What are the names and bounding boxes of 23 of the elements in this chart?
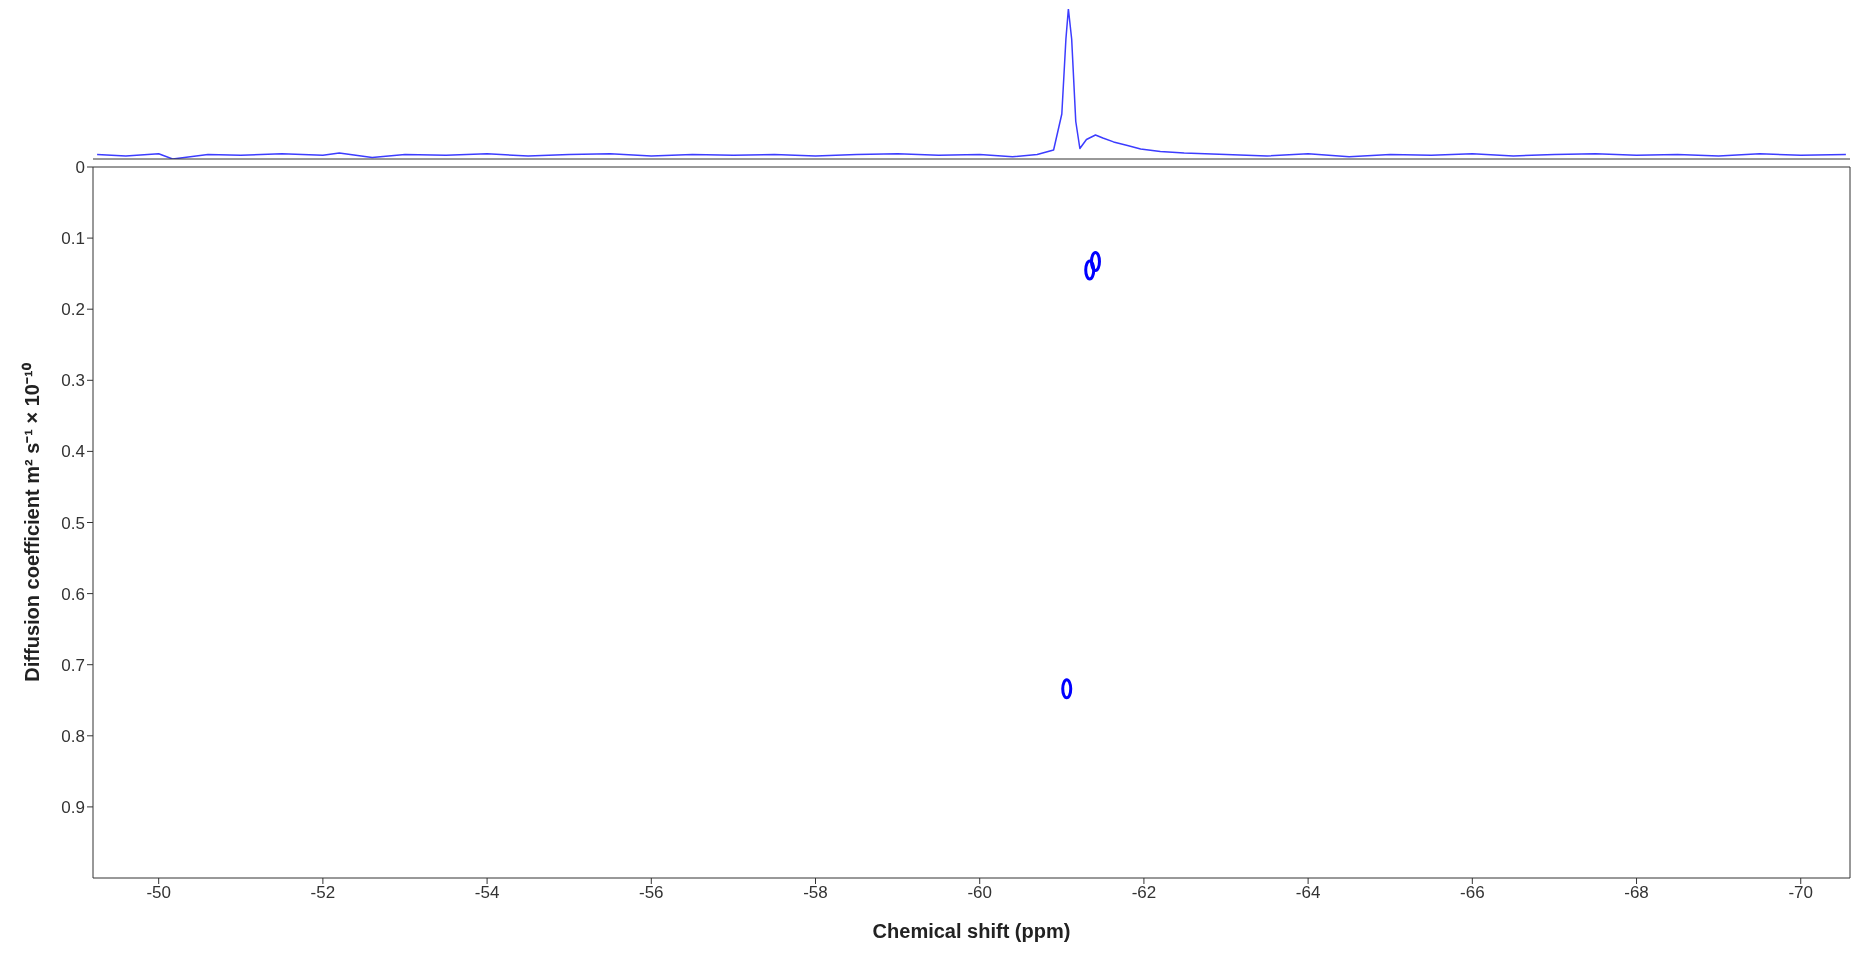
x-tick-label: -62 [1131,883,1157,903]
y-tick-label: 0.9 [61,797,85,817]
x-tick-label: -50 [146,883,171,903]
x-tick-label: -68 [1624,883,1649,903]
x-axis-title: Chemical shift (ppm) [872,920,1071,942]
x-tick-label: -60 [967,883,992,903]
y-tick-label: 0.1 [61,229,85,249]
x-tick-label: -64 [1295,883,1321,903]
y-tick-label: 0.3 [61,371,85,391]
x-tick-label: -66 [1460,883,1485,903]
y-axis-title: Diffusion coefficient m² s⁻¹ × 10⁻¹⁰ [21,363,44,682]
y-tick-label: 0.6 [61,584,85,604]
y-tick-label: 0.5 [61,513,85,533]
y-tick-label: 0.8 [61,726,85,746]
y-tick-label: 0.2 [61,300,85,320]
x-tick-label: -52 [310,883,336,903]
x-tick-label: -70 [1788,883,1814,903]
x-tick-label: -56 [639,883,664,903]
y-tick-label: 0 [75,158,85,178]
x-tick-label: -54 [474,883,500,903]
y-tick-label: 0.7 [61,655,85,675]
y-tick-label: 0.4 [61,442,85,462]
x-tick-label: -58 [803,883,828,903]
